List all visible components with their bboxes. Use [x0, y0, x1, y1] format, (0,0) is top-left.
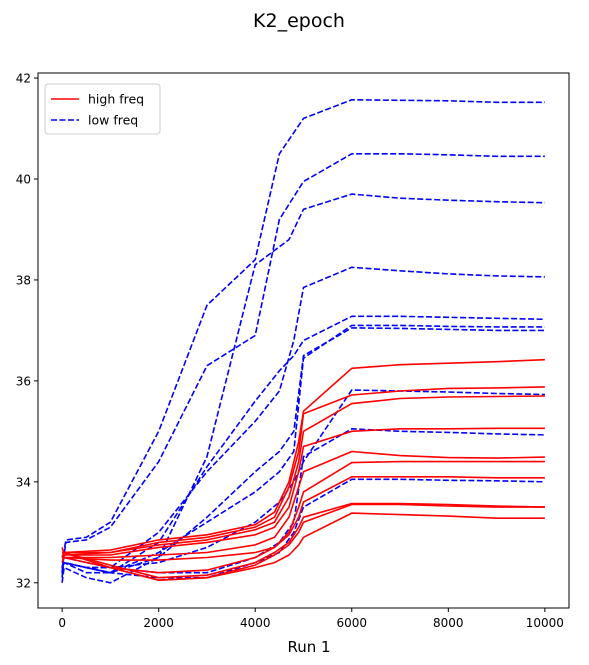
low-freq-series-line-1	[61, 99, 545, 573]
legend-label-high-freq: high freq	[88, 92, 144, 107]
high-freq-series-line-12	[61, 386, 545, 558]
low-freq-series-line-2	[61, 153, 545, 578]
x-tick-label: 0	[58, 616, 66, 630]
legend-box	[44, 83, 161, 135]
y-tick-label: 32	[16, 576, 31, 590]
x-tick-label: 10000	[526, 616, 564, 630]
series-layer	[61, 99, 545, 584]
y-tick-label: 34	[16, 475, 31, 489]
low-freq-series-line-9	[61, 427, 545, 574]
low-freq-series-line-3	[61, 193, 545, 584]
y-tick-label: 40	[16, 172, 31, 186]
plot-area	[38, 73, 569, 608]
axes-layer: 0 2000 4000 6000 8000 10000 32 34 36 38 40 42	[16, 72, 570, 630]
high-freq-series-line-18	[62, 502, 545, 579]
x-tick-label: 4000	[240, 616, 271, 630]
low-freq-series-line-5	[61, 315, 545, 574]
low-freq-series-line-7	[61, 327, 545, 574]
high-freq-series-line-11	[61, 358, 545, 558]
y-tick-label: 38	[16, 273, 31, 287]
high-freq-series-line-15	[61, 450, 545, 563]
axes-frame	[37, 72, 570, 609]
chart-title: K2_epoch	[253, 10, 345, 32]
x-axis-label: Run 1	[287, 638, 330, 656]
x-tick-label: 8000	[433, 616, 464, 630]
y-tick-label: 36	[16, 374, 31, 388]
series-lines	[61, 99, 545, 584]
high-freq-series-line-20	[61, 512, 545, 582]
high-freq-series-line-14	[61, 427, 545, 558]
x-tick-label: 6000	[336, 616, 367, 630]
x-tick-label: 2000	[143, 616, 174, 630]
legend: high freq low freq	[44, 83, 161, 135]
high-freq-series-line-13	[62, 395, 545, 554]
plot-background	[38, 73, 569, 608]
y-tick-label: 42	[16, 72, 31, 86]
high-freq-series-line-16	[62, 460, 545, 561]
legend-label-low-freq: low freq	[88, 113, 138, 128]
